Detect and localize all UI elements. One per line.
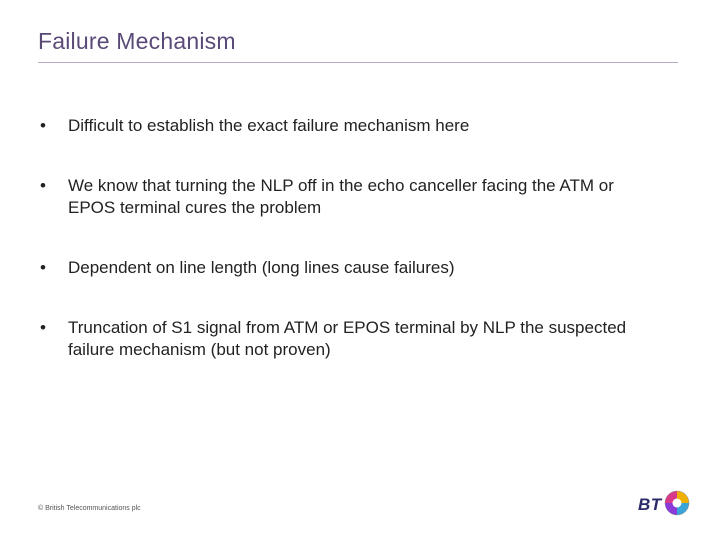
bullet-marker: • [38, 257, 68, 279]
list-item: • We know that turning the NLP off in th… [38, 175, 658, 219]
bullet-marker: • [38, 175, 68, 197]
list-item: • Dependent on line length (long lines c… [38, 257, 658, 279]
list-item: • Truncation of S1 signal from ATM or EP… [38, 317, 658, 361]
bt-logo: BT [638, 490, 690, 518]
bullet-list: • Difficult to establish the exact failu… [38, 115, 658, 399]
bullet-marker: • [38, 115, 68, 137]
globe-icon [664, 490, 690, 516]
logo-text: BT [638, 495, 662, 515]
bullet-text: Truncation of S1 signal from ATM or EPOS… [68, 317, 658, 361]
slide: Failure Mechanism • Difficult to establi… [0, 0, 720, 540]
list-item: • Difficult to establish the exact failu… [38, 115, 658, 137]
title-underline [38, 62, 678, 63]
bullet-marker: • [38, 317, 68, 339]
bullet-text: We know that turning the NLP off in the … [68, 175, 658, 219]
slide-title: Failure Mechanism [38, 28, 236, 55]
copyright-footer: © British Telecommunications plc [38, 505, 141, 512]
bullet-text: Difficult to establish the exact failure… [68, 115, 469, 137]
bullet-text: Dependent on line length (long lines cau… [68, 257, 455, 279]
